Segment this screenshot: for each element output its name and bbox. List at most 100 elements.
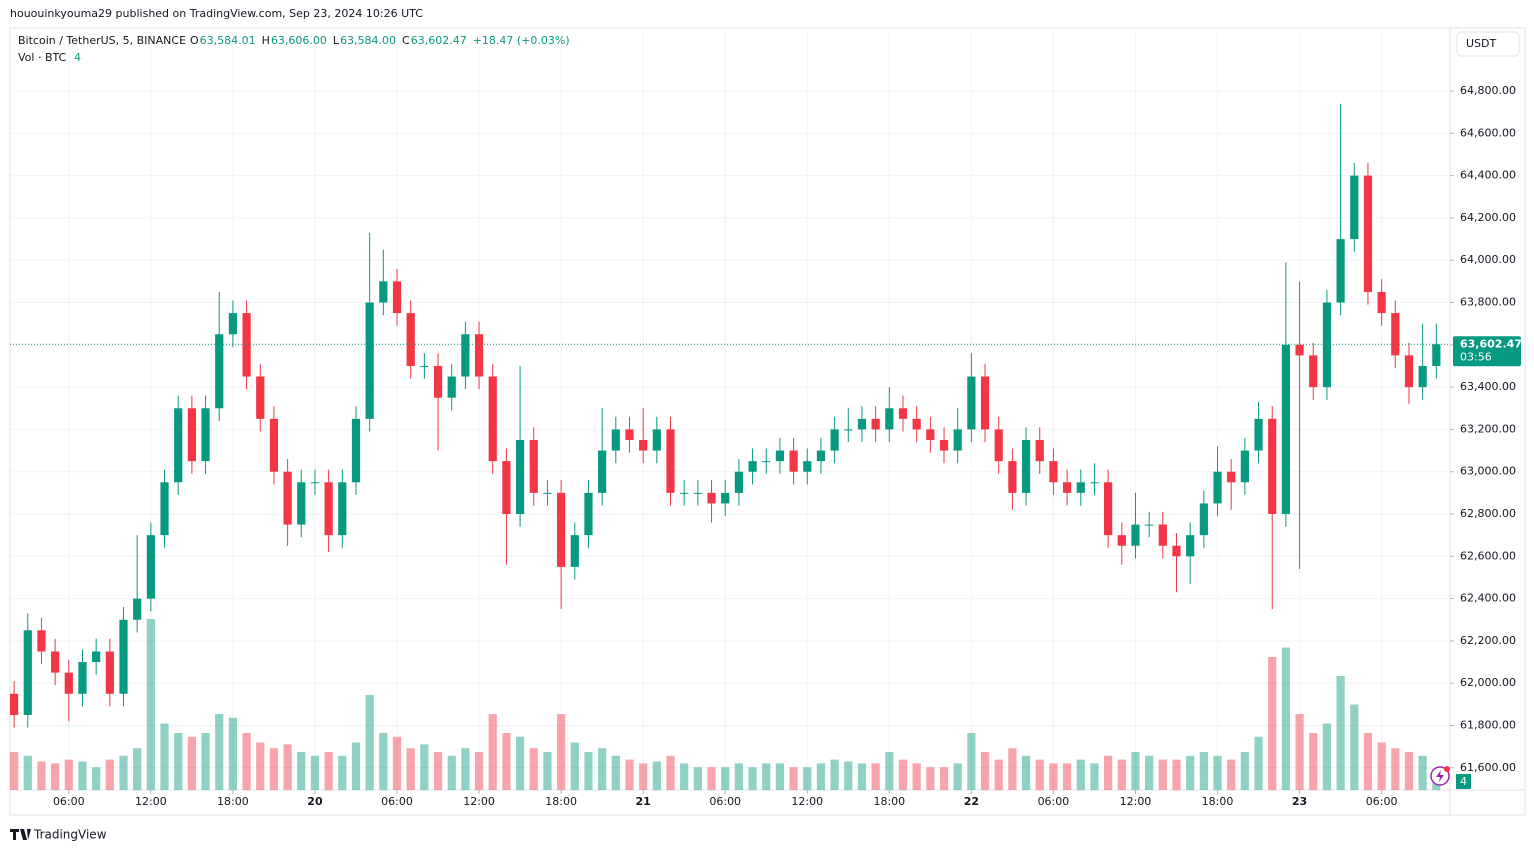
candle-body: [447, 376, 456, 398]
volume-bar: [256, 742, 265, 790]
volume-bar: [365, 695, 374, 790]
candle-body: [1295, 344, 1304, 356]
volume-bar: [570, 742, 579, 790]
volume-bar: [830, 759, 839, 790]
candle-body: [898, 408, 908, 419]
volume-bar: [748, 767, 757, 790]
y-tick-label: 62,600.00: [1460, 549, 1516, 562]
volume-bar: [529, 748, 538, 790]
volume-bar: [693, 767, 702, 790]
volume-bar: [1021, 755, 1031, 790]
candle-body: [433, 365, 443, 398]
volume-bar: [1295, 714, 1304, 790]
currency-button[interactable]: [1456, 31, 1520, 57]
grid: [10, 28, 1450, 790]
candle-body: [1062, 482, 1072, 493]
volume-bar: [912, 763, 921, 790]
volume-bar: [187, 736, 196, 790]
candle-body: [310, 482, 320, 484]
candle-body: [857, 418, 867, 430]
x-tick-label: 18:00: [545, 795, 577, 808]
candle-body: [1076, 482, 1085, 493]
volume-bar: [1131, 752, 1140, 790]
ohlc-value: 63,584.01: [200, 34, 256, 47]
volume-bar: [146, 619, 155, 790]
candle-body: [584, 492, 593, 536]
volume-bar: [775, 763, 785, 790]
candle-body: [1336, 239, 1345, 303]
volume-bar: [1104, 755, 1113, 790]
candle-body: [625, 429, 634, 440]
candle-body: [187, 408, 196, 462]
candle-body: [1322, 302, 1332, 388]
x-tick-label: 18:00: [217, 795, 249, 808]
candle-body: [734, 471, 743, 493]
volume-bar: [488, 714, 497, 790]
volume-bar: [543, 752, 552, 790]
candle-body: [64, 672, 73, 694]
volume-bar: [105, 759, 114, 790]
x-tick-label: 06:00: [1038, 795, 1070, 808]
last-price-tag: [1453, 336, 1521, 367]
volume-bar: [707, 767, 716, 790]
candle-body: [1172, 545, 1181, 557]
ohlc-key: C: [402, 34, 410, 47]
candle-body: [666, 429, 675, 493]
volume-bar: [160, 723, 169, 790]
x-tick-label: 06:00: [709, 795, 741, 808]
volume-bar: [1145, 755, 1154, 790]
currency: USDT: [1466, 37, 1497, 50]
volume-bar: [324, 752, 333, 790]
volume-bar: [392, 736, 402, 790]
candle-body: [406, 313, 415, 366]
volume-bar: [297, 752, 306, 790]
volume-bar: [1117, 759, 1126, 790]
x-tick-label: 12:00: [791, 795, 823, 808]
countdown: 03:56: [1460, 350, 1492, 363]
candle-body: [721, 492, 730, 504]
volume-bar: [939, 767, 949, 790]
ohlc-key: O: [190, 34, 199, 47]
candle-body: [748, 461, 757, 472]
candle-body: [242, 313, 251, 377]
candle-body: [256, 376, 265, 419]
candle-body: [174, 408, 183, 483]
candle-body: [912, 418, 921, 430]
volume-bar: [10, 752, 19, 790]
ohlc-key: L: [333, 34, 340, 47]
volume-bar: [980, 752, 990, 790]
volume-last: 4: [74, 51, 81, 64]
candle-body: [338, 482, 347, 536]
volume-bar: [652, 761, 661, 790]
candle-body: [365, 302, 374, 419]
volume-bar: [1363, 733, 1373, 790]
volume-bar: [433, 752, 443, 790]
volume-bar: [406, 748, 415, 790]
candle-body: [871, 418, 880, 430]
volume-bar: [201, 733, 210, 790]
candle-body: [680, 492, 689, 494]
candle-body: [1213, 471, 1222, 504]
candle-body: [269, 418, 279, 472]
candle-body: [201, 408, 210, 462]
volume-bar: [474, 752, 484, 790]
volume-bar: [1186, 755, 1195, 790]
candle-body: [1021, 439, 1031, 493]
ohlc-value: 63,584.00: [340, 34, 396, 47]
volume-bar: [215, 714, 224, 790]
candle-body: [980, 376, 990, 430]
y-tick-label: 64,000.00: [1460, 253, 1516, 266]
volume-bar: [310, 755, 320, 790]
candle-body: [994, 429, 1003, 462]
candle-body: [543, 492, 552, 494]
volume-bar: [871, 763, 880, 790]
y-tick-label: 62,400.00: [1460, 592, 1516, 605]
x-tick-label: 12:00: [1120, 795, 1152, 808]
volume-bar: [1062, 763, 1072, 790]
volume-bar: [447, 755, 456, 790]
publisher: hououinkyouma29 published on TradingView…: [10, 7, 423, 20]
volume-bar: [598, 748, 607, 790]
candle-body: [830, 429, 839, 451]
volume-pane: [10, 619, 1441, 790]
